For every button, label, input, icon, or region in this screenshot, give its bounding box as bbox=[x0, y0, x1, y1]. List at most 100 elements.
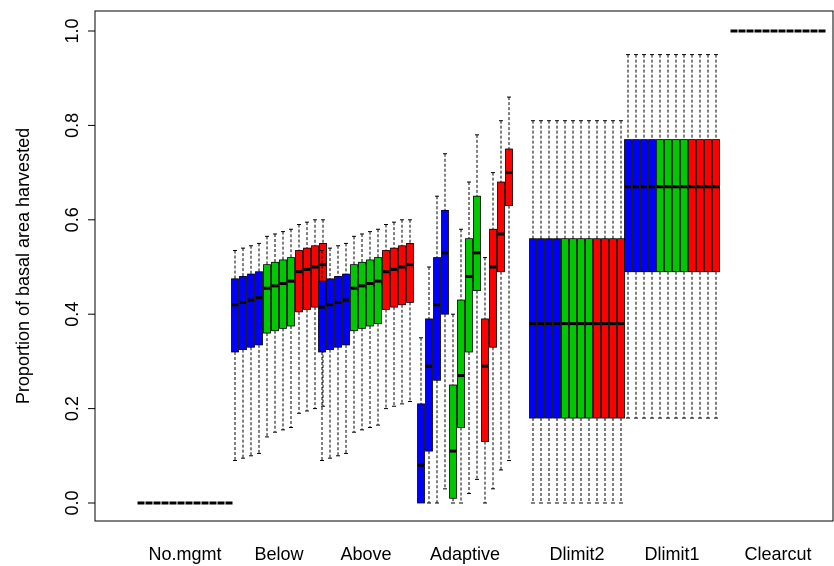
box-body bbox=[688, 139, 696, 273]
box bbox=[585, 120, 593, 504]
box-body bbox=[318, 280, 326, 353]
box-body bbox=[664, 139, 672, 273]
box bbox=[632, 54, 640, 419]
box-body bbox=[609, 238, 617, 419]
box-body bbox=[247, 273, 255, 348]
box-body bbox=[457, 299, 465, 428]
box-body bbox=[311, 245, 319, 308]
box bbox=[704, 54, 712, 419]
box-body bbox=[366, 259, 374, 327]
box-body bbox=[632, 139, 640, 273]
x-tick-label: No.mgmt bbox=[148, 544, 221, 564]
box-body bbox=[569, 238, 577, 419]
box bbox=[537, 120, 545, 504]
box bbox=[390, 221, 398, 407]
x-tick-label: Dlimit2 bbox=[549, 544, 604, 564]
box-body bbox=[390, 247, 398, 308]
box-body bbox=[617, 238, 625, 419]
box-body bbox=[358, 261, 366, 329]
box bbox=[601, 120, 609, 504]
box-body bbox=[601, 238, 609, 419]
box bbox=[358, 233, 366, 431]
box bbox=[303, 221, 311, 412]
box bbox=[529, 120, 537, 504]
box bbox=[374, 228, 382, 426]
box bbox=[239, 247, 247, 459]
y-tick-label: 0.2 bbox=[62, 396, 82, 421]
box bbox=[417, 337, 425, 504]
y-tick-label: 1.0 bbox=[62, 18, 82, 43]
x-tick-label: Dlimit1 bbox=[644, 544, 699, 564]
box-body bbox=[303, 247, 311, 310]
x-tick-label: Adaptive bbox=[430, 544, 500, 564]
box-group-above bbox=[318, 219, 414, 462]
box bbox=[441, 153, 449, 490]
box bbox=[398, 219, 406, 405]
box-body bbox=[263, 264, 271, 334]
box-body bbox=[680, 139, 688, 273]
box bbox=[481, 257, 489, 504]
x-tick-label: Clearcut bbox=[744, 544, 811, 564]
box-body bbox=[255, 271, 263, 346]
y-tick-label: 0.8 bbox=[62, 113, 82, 138]
box-body bbox=[433, 257, 441, 381]
box-body bbox=[374, 257, 382, 325]
box bbox=[473, 134, 481, 480]
box-body bbox=[342, 273, 350, 346]
box bbox=[295, 224, 303, 414]
box-body bbox=[640, 139, 648, 273]
box bbox=[648, 54, 656, 419]
box bbox=[617, 120, 625, 504]
box bbox=[664, 54, 672, 419]
box-body bbox=[465, 238, 473, 353]
box-body bbox=[473, 195, 481, 291]
box-body bbox=[449, 384, 457, 499]
box bbox=[696, 54, 704, 419]
box bbox=[318, 249, 326, 462]
box bbox=[672, 54, 680, 419]
box-body bbox=[593, 238, 601, 419]
box-body bbox=[271, 261, 279, 332]
box-body bbox=[624, 139, 632, 273]
box-body bbox=[287, 257, 295, 327]
box-body bbox=[398, 245, 406, 306]
box bbox=[449, 313, 457, 504]
box bbox=[712, 54, 720, 419]
box bbox=[350, 235, 358, 433]
plot-frame bbox=[94, 10, 834, 522]
box-body bbox=[406, 242, 414, 303]
box-body bbox=[489, 228, 497, 348]
box-body bbox=[441, 209, 449, 315]
box bbox=[311, 219, 319, 410]
box bbox=[231, 249, 239, 462]
box bbox=[569, 120, 577, 504]
box-body bbox=[561, 238, 569, 419]
box bbox=[624, 54, 632, 419]
box-body bbox=[545, 238, 553, 419]
box bbox=[593, 120, 601, 504]
box bbox=[425, 266, 433, 504]
box-body bbox=[231, 278, 239, 353]
box bbox=[342, 242, 350, 454]
box bbox=[457, 228, 465, 504]
x-tick-label: Above bbox=[340, 544, 391, 564]
box bbox=[247, 245, 255, 457]
box-body bbox=[382, 250, 390, 310]
box-body bbox=[585, 238, 593, 419]
box-body bbox=[295, 250, 303, 313]
box bbox=[609, 120, 617, 504]
y-tick-label: 0.6 bbox=[62, 207, 82, 232]
box bbox=[489, 172, 497, 490]
box-body bbox=[672, 139, 680, 273]
box-group-dlimit1 bbox=[624, 54, 720, 419]
box bbox=[640, 54, 648, 419]
box bbox=[561, 120, 569, 504]
box bbox=[279, 231, 287, 431]
box bbox=[366, 231, 374, 428]
y-axis: 0.0 0.2 0.4 0.6 0.8 1.0 bbox=[62, 18, 96, 516]
box-group-dlimit2 bbox=[529, 120, 625, 504]
box-body bbox=[279, 259, 287, 329]
box-body bbox=[497, 181, 505, 273]
box bbox=[287, 228, 295, 428]
